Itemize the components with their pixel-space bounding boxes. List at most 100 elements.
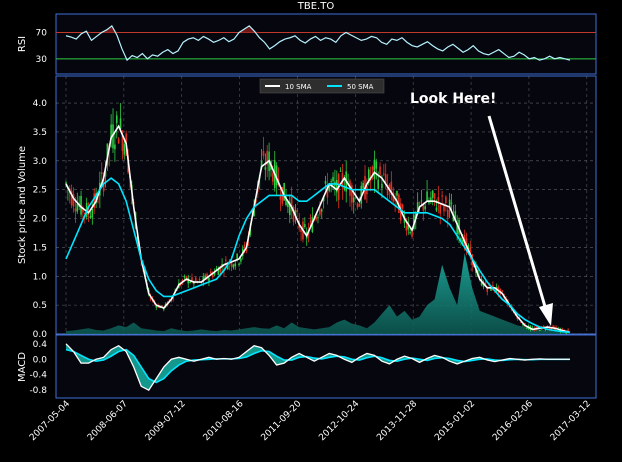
look-here-annotation: Look Here!	[410, 91, 496, 107]
candle-body	[324, 181, 327, 184]
candle-body	[422, 203, 425, 211]
rsi-tick-label: 30	[36, 55, 48, 65]
candle-body	[296, 210, 299, 212]
candle-body	[383, 173, 385, 175]
candle-body	[115, 115, 118, 124]
candle-body	[251, 211, 253, 214]
price-tick-label: 1.5	[33, 243, 47, 253]
candle-body	[236, 253, 238, 260]
candle-body	[213, 271, 216, 275]
candle-body	[100, 172, 103, 175]
chart-title: TBE.TO	[297, 1, 335, 12]
candle-body	[279, 196, 282, 200]
candle-body	[123, 144, 126, 155]
candle-body	[401, 204, 404, 209]
candle-body	[104, 171, 107, 177]
candle-body	[358, 203, 361, 207]
candle-body	[418, 202, 421, 204]
candle-body	[266, 150, 269, 165]
rsi-line	[65, 24, 571, 62]
candle-body	[392, 192, 395, 202]
candle-body	[234, 263, 237, 267]
candle-body	[82, 207, 84, 213]
macd-tick-label: -0.8	[29, 386, 47, 396]
candle-body	[80, 195, 82, 215]
candle-body	[424, 206, 426, 210]
candle-body	[97, 201, 99, 203]
price-panel: Stock price and Volume 0.0 0.5 1.0 1.5 2.0 2.…	[17, 75, 597, 340]
price-tick-label: 3.5	[33, 128, 47, 138]
candle-body	[114, 144, 116, 150]
rsi-panel: RSI 30 70	[17, 13, 597, 75]
candle-body	[454, 211, 457, 221]
candle-body	[110, 124, 112, 140]
candle-body	[240, 258, 242, 262]
candle-body	[330, 181, 332, 183]
candle-body	[462, 240, 464, 246]
candle-body	[320, 209, 323, 212]
candle-body	[377, 179, 379, 189]
candle-body	[168, 299, 171, 302]
candle-body	[149, 296, 152, 300]
candle-body	[194, 277, 197, 282]
candle-body	[287, 201, 289, 208]
candle-body	[399, 203, 402, 221]
candle-body	[490, 287, 492, 291]
candle-body	[275, 165, 278, 186]
candle-body	[89, 216, 92, 219]
candle-body	[208, 277, 210, 281]
candle-body	[373, 159, 376, 179]
candle-body	[121, 135, 124, 151]
price-tick-label: 2.5	[33, 186, 47, 196]
macd-line	[65, 343, 570, 392]
candle-body	[72, 194, 75, 207]
candle-body	[288, 202, 291, 216]
candle-body	[183, 276, 186, 278]
candle-body	[362, 183, 364, 189]
candle-body	[379, 166, 381, 175]
candle-body	[445, 196, 447, 204]
candle-body	[336, 179, 338, 193]
candle-body	[70, 190, 73, 206]
candle-body	[185, 276, 188, 281]
candle-body	[567, 329, 569, 332]
candle-body	[202, 276, 205, 282]
candle-body	[360, 185, 363, 204]
candle-body	[443, 205, 445, 212]
candle-body	[76, 203, 79, 212]
candle-body	[65, 182, 67, 185]
candle-body	[482, 282, 485, 287]
rsi-tick-label: 70	[36, 28, 48, 38]
candle-body	[300, 229, 302, 233]
candle-body	[319, 209, 321, 215]
candle-body	[206, 273, 208, 280]
candle-body	[225, 259, 227, 261]
legend-box	[259, 78, 385, 94]
candle-body	[189, 282, 191, 284]
candle-body	[332, 176, 334, 182]
candle-body	[245, 247, 248, 252]
price-tick-label: 3.0	[33, 157, 48, 167]
candle-body	[386, 185, 389, 196]
candle-body	[230, 260, 233, 267]
candle-body	[486, 288, 489, 292]
candle-body	[117, 138, 120, 144]
candle-body	[499, 288, 502, 293]
candle-body	[215, 268, 218, 270]
candle-body	[262, 150, 265, 157]
candle-body	[191, 277, 193, 281]
candle-body	[328, 184, 331, 191]
annotation-arrow-head	[539, 303, 553, 326]
candle-body	[283, 183, 285, 201]
candle-body	[172, 296, 174, 300]
price-tick-label: 1.0	[33, 272, 48, 282]
candle-body	[294, 210, 297, 216]
candle-body	[388, 184, 391, 189]
price-tick-label: 2.0	[33, 215, 48, 225]
candle-body	[290, 196, 293, 212]
candle-body	[119, 118, 122, 130]
candle-body	[375, 161, 378, 169]
candle-body	[91, 209, 94, 218]
candle-body	[446, 209, 449, 218]
candle-body	[326, 184, 329, 198]
